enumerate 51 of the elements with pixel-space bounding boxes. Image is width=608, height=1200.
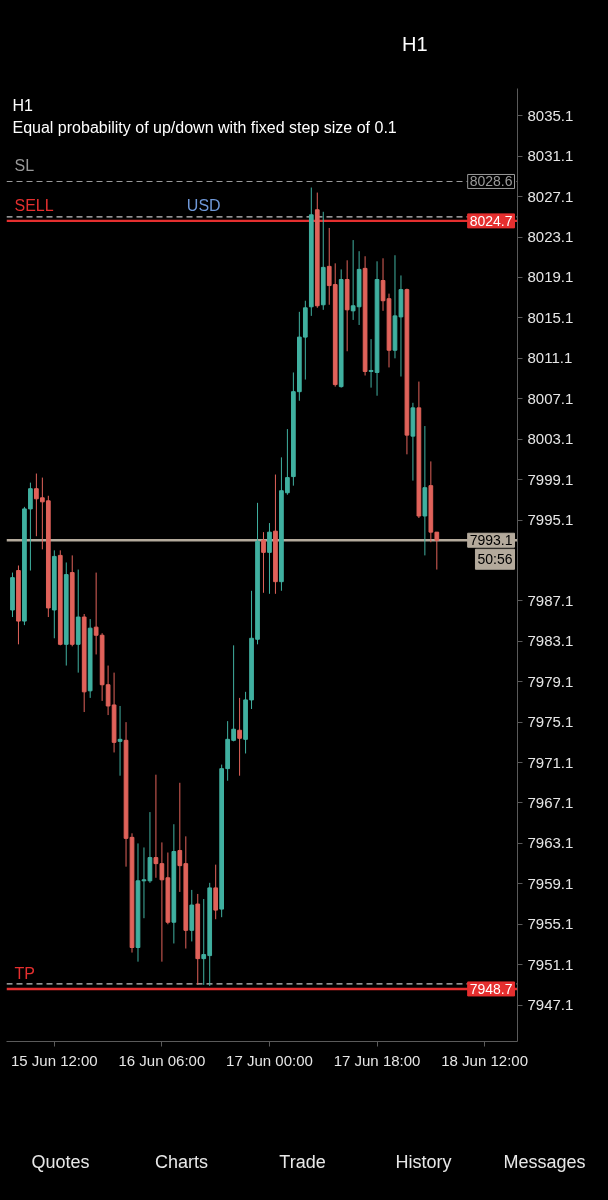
x-tick-label: 15 Jun 12:00: [10, 1051, 98, 1069]
annotation: USD: [186, 196, 221, 214]
annotation: 50:56: [477, 551, 513, 568]
candlestick: [267, 522, 272, 595]
text: H1: [402, 32, 428, 57]
y-tick-label: 7987.1: [527, 591, 574, 609]
ref-line-label: SELL: [14, 196, 54, 214]
y-tick-label: 8027.1: [527, 187, 574, 205]
candlestick: [237, 697, 242, 777]
x-tick-label: 16 Jun 06:00: [118, 1051, 206, 1069]
annotation: 7993.1: [469, 532, 513, 549]
text: Trade: [278, 1151, 327, 1174]
y-tick-label: 7979.1: [527, 672, 574, 690]
y-tick-label: 8003.1: [527, 430, 574, 448]
y-tick-label: 7959.1: [527, 874, 574, 892]
y-tick-label: 7971.1: [527, 753, 574, 771]
y-tick-label: 7947.1: [527, 996, 574, 1014]
text: Charts: [154, 1151, 209, 1174]
x-tick-label: 17 Jun 00:00: [226, 1051, 313, 1069]
candlestick: [93, 572, 99, 655]
annotation: 8028.6: [469, 173, 513, 190]
y-tick-label: 8035.1: [527, 106, 574, 124]
text: Equal probability of up/down with fixed step size of 0.1: [12, 118, 397, 136]
y-tick-label: 7967.1: [527, 794, 574, 811]
y-tick-label: 7975.1: [527, 713, 574, 731]
text: H1: [12, 96, 34, 114]
y-tick-label: 7963.1: [527, 834, 574, 852]
candlestick: [261, 531, 266, 594]
y-tick-label: 8019.1: [527, 268, 574, 286]
y-tick-label: 7995.1: [527, 511, 574, 529]
annotation: 8024.7: [469, 212, 513, 229]
annotation: 7948.7: [469, 980, 513, 997]
y-tick-label: 7955.1: [527, 915, 574, 933]
candlestick: [117, 705, 123, 777]
ref-line-label: SL: [14, 157, 35, 175]
text: Messages: [502, 1151, 587, 1174]
text: History: [394, 1151, 453, 1174]
candlestick: [213, 864, 219, 920]
y-tick-label: 7999.1: [527, 470, 574, 488]
y-tick-label: 8023.1: [527, 228, 574, 246]
ref-line-label: TP: [14, 964, 35, 982]
text: Quotes: [30, 1151, 91, 1174]
y-tick-label: 7951.1: [527, 955, 574, 973]
x-tick-label: 17 Jun 18:00: [333, 1051, 421, 1069]
y-tick-label: 8031.1: [527, 147, 574, 165]
y-tick-label: 7983.1: [527, 632, 574, 650]
candlestick: [153, 774, 159, 879]
y-tick-label: 8007.1: [527, 389, 574, 407]
y-tick-label: 8015.1: [527, 308, 574, 326]
y-tick-label: 8011.1: [527, 349, 573, 367]
x-tick-label: 18 Jun 12:00: [441, 1051, 529, 1069]
